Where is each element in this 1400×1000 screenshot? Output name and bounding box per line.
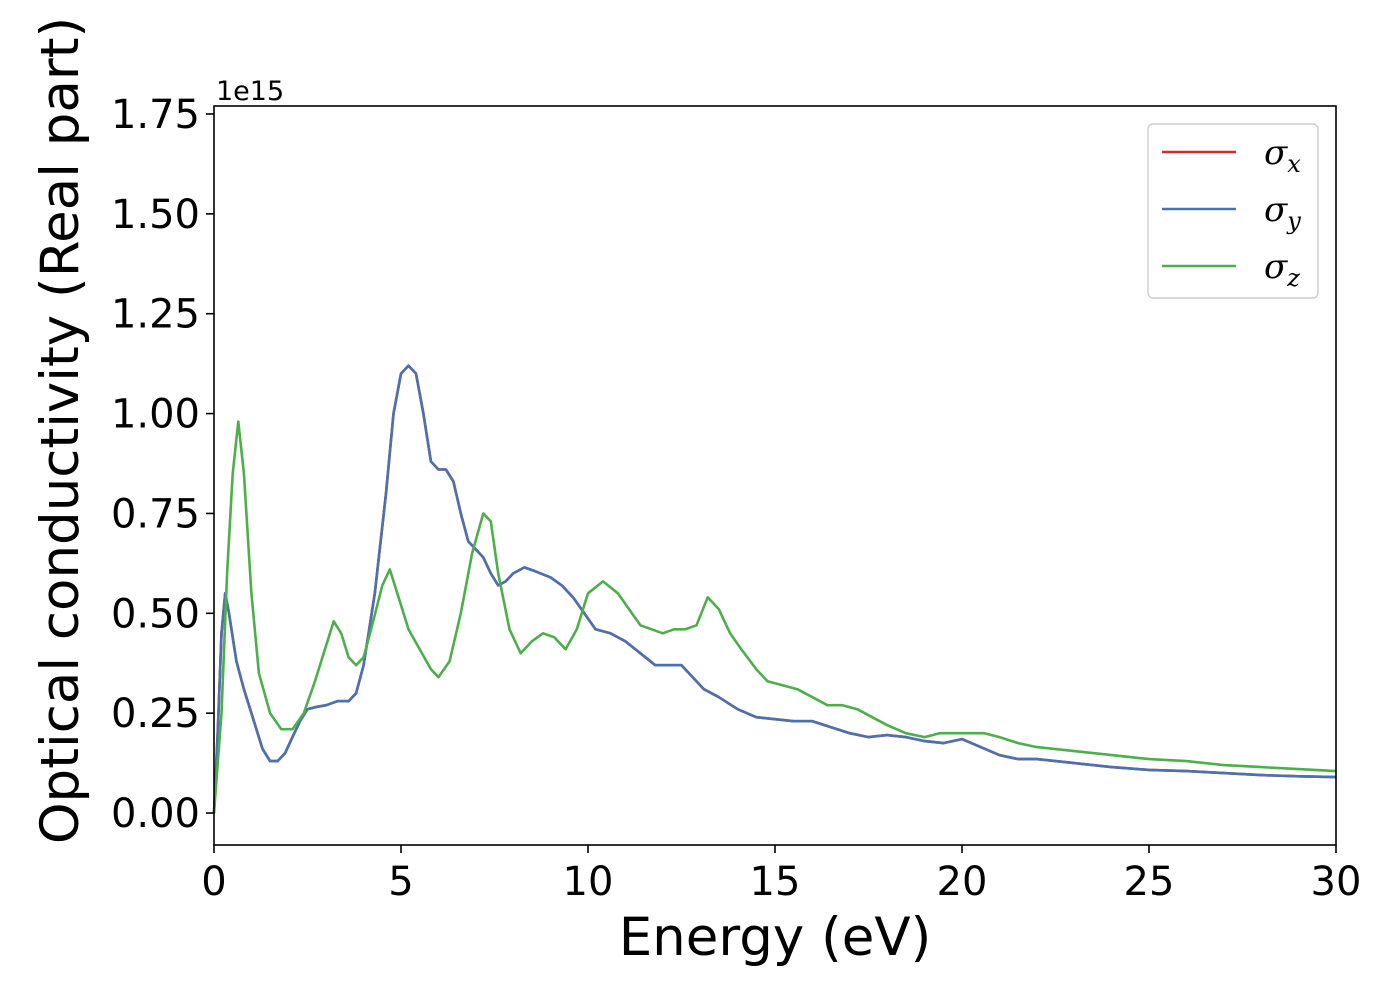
x-tick-label: 15 bbox=[750, 859, 801, 905]
x-tick-label: 30 bbox=[1311, 859, 1362, 905]
legend-frame bbox=[1147, 123, 1319, 299]
y-tick-label: 1.75 bbox=[111, 92, 200, 138]
y-offset-label: 1e15 bbox=[216, 76, 284, 107]
x-tick-label: 20 bbox=[937, 859, 988, 905]
x-tick-label: 25 bbox=[1124, 859, 1175, 905]
legend-label-y: σy bbox=[1264, 190, 1301, 235]
series-layer bbox=[212, 364, 1337, 814]
y-tick-label: 0.50 bbox=[111, 591, 200, 637]
y-tick-label: 1.00 bbox=[111, 392, 200, 438]
y-tick-label: 1.50 bbox=[111, 192, 200, 238]
legend-symbol: σ bbox=[1264, 247, 1288, 287]
y-tick-label: 0.75 bbox=[111, 491, 200, 537]
series-line-z bbox=[212, 420, 1337, 814]
legend-symbol: σ bbox=[1264, 133, 1288, 173]
x-axis-label: Energy (eV) bbox=[619, 907, 932, 968]
legend-label-z: σz bbox=[1264, 247, 1300, 292]
x-tick-label: 10 bbox=[563, 859, 614, 905]
y-tick-label: 1.25 bbox=[111, 292, 200, 338]
y-axis-label: Optical conductivity (Real part) bbox=[30, 17, 91, 844]
legend-subscript: y bbox=[1286, 207, 1301, 235]
x-tick-label: 0 bbox=[201, 859, 226, 905]
legend-symbol: σ bbox=[1264, 190, 1288, 230]
x-axis: 0 5 10 15 20 25 30 bbox=[201, 845, 1361, 905]
legend-subscript: z bbox=[1286, 264, 1300, 292]
y-axis: 0.00 0.25 0.50 0.75 1.00 1.25 1.50 1.75 bbox=[111, 92, 214, 837]
x-tick-label: 5 bbox=[388, 859, 413, 905]
legend-label-x: σx bbox=[1264, 133, 1301, 178]
y-tick-label: 0.25 bbox=[111, 691, 200, 737]
legend-subscript: x bbox=[1287, 150, 1301, 178]
y-tick-label: 0.00 bbox=[111, 791, 200, 837]
